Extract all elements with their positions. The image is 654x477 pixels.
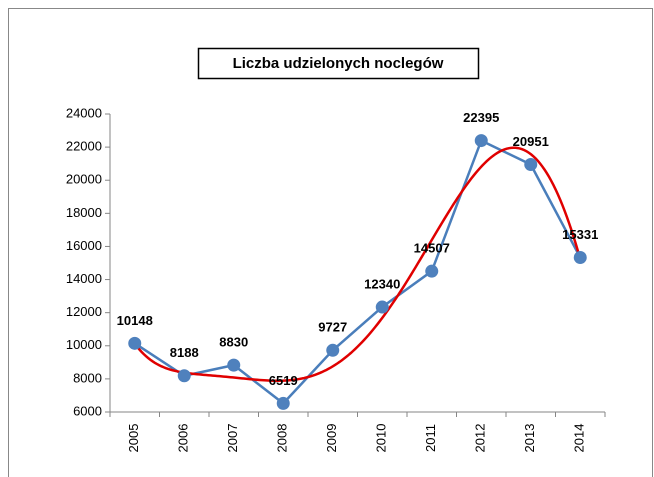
x-tick-label: 2014	[572, 424, 587, 453]
chart-title: Liczba udzielonych noclegów	[233, 55, 444, 72]
x-tick-label: 2008	[275, 424, 290, 453]
x-tick-label: 2007	[225, 424, 240, 453]
point	[474, 134, 488, 148]
y-tick-label: 20000	[66, 172, 102, 187]
y-tick-label: 24000	[66, 105, 102, 120]
x-tick-label: 2010	[374, 424, 389, 453]
y-tick-label: 22000	[66, 139, 102, 154]
point	[227, 358, 241, 372]
data-label: 8830	[219, 335, 248, 350]
x-tick-label: 2006	[176, 424, 191, 453]
data-label: 9727	[318, 320, 347, 335]
data-label: 10148	[117, 313, 153, 328]
data-label: 8188	[170, 345, 199, 360]
point	[276, 396, 290, 410]
title-box	[197, 47, 480, 80]
y-tick-label: 6000	[73, 403, 102, 418]
point	[524, 157, 538, 171]
y-tick-label: 8000	[73, 370, 102, 385]
y-tick-label: 14000	[66, 271, 102, 286]
y-tick-label: 12000	[66, 304, 102, 319]
data-label: 20951	[513, 134, 549, 149]
point	[128, 336, 142, 350]
point	[375, 300, 389, 314]
point	[177, 369, 191, 383]
y-tick-label: 10000	[66, 337, 102, 352]
data-label: 15331	[562, 227, 598, 242]
data-label: 14507	[414, 241, 450, 256]
series-line	[134, 138, 582, 406]
x-tick-label: 2011	[423, 424, 438, 452]
data-label: 12340	[364, 276, 400, 291]
x-tick-label: 2009	[324, 424, 339, 453]
point	[425, 264, 439, 278]
y-tick-label: 16000	[66, 238, 102, 253]
x-tick-label: 2013	[522, 424, 537, 453]
x-tick-label: 2005	[126, 424, 141, 453]
chart-border	[8, 8, 653, 477]
data-label: 6519	[269, 373, 298, 388]
point	[326, 343, 340, 357]
point	[573, 251, 587, 265]
data-label: 22395	[463, 110, 499, 125]
trendline	[133, 146, 582, 383]
x-tick-label: 2012	[473, 424, 488, 453]
y-tick-label: 18000	[66, 205, 102, 220]
